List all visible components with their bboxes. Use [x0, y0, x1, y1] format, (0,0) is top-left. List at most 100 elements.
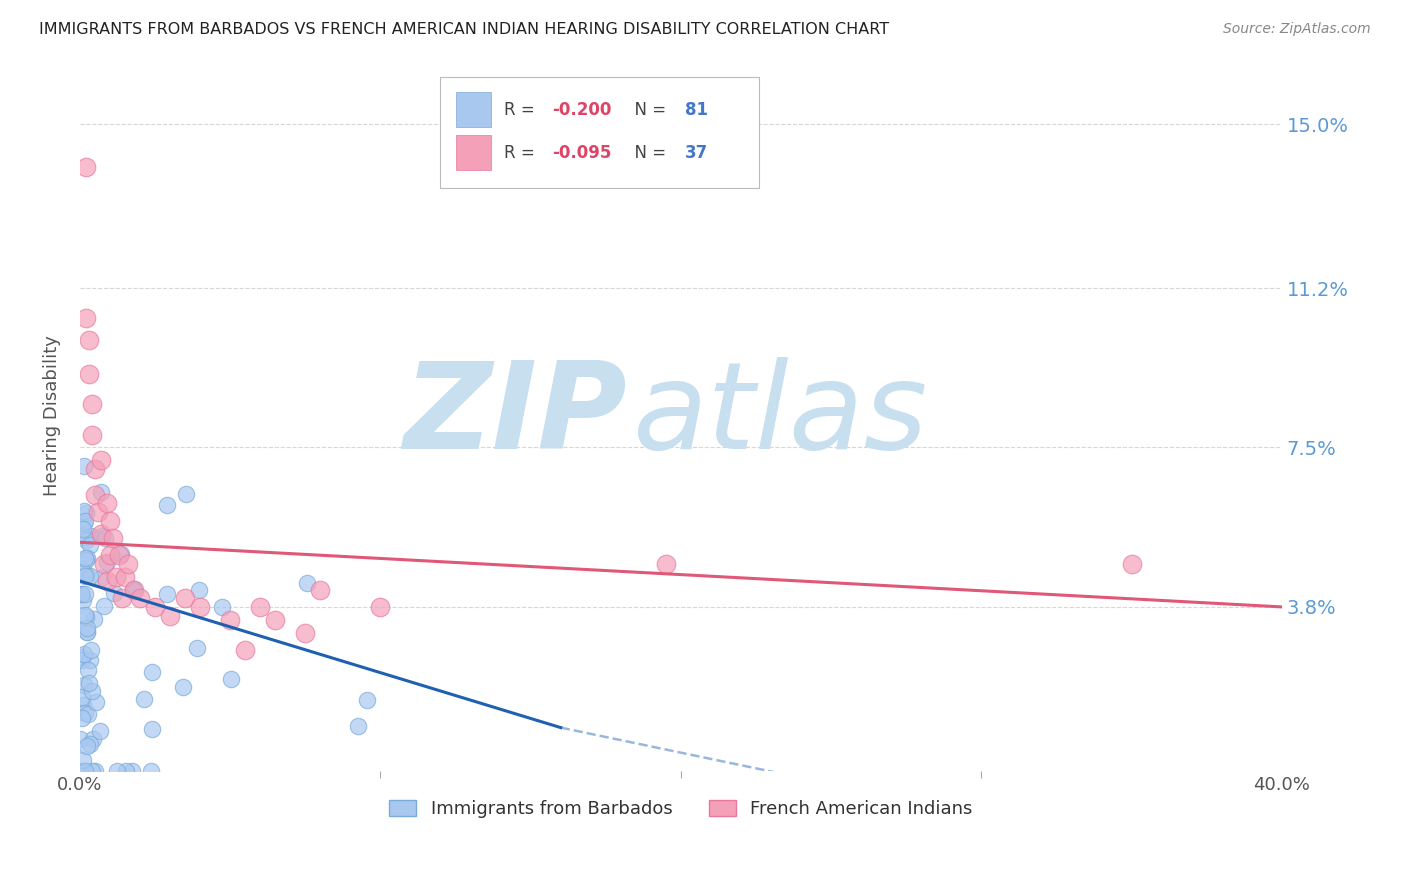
Point [249, 599, 271, 614]
Point [121, 764, 143, 778]
Point [83, 764, 105, 778]
Point [75, 311, 97, 326]
Point [94, 531, 117, 545]
Point [110, 547, 132, 561]
Point [69, 764, 91, 778]
Point [75, 553, 97, 567]
Y-axis label: Hearing Disability: Hearing Disability [44, 334, 60, 496]
Point [82, 764, 104, 778]
Point [141, 722, 163, 736]
Point [114, 570, 136, 584]
Point [75, 533, 97, 547]
Point [77, 707, 100, 722]
Text: Source: ZipAtlas.com: Source: ZipAtlas.com [1223, 22, 1371, 37]
Point [219, 672, 242, 686]
Point [83, 462, 105, 476]
Point [101, 531, 124, 545]
Point [356, 693, 378, 707]
Point [186, 641, 208, 656]
Point [72, 698, 94, 712]
Point [90, 529, 112, 543]
Point [1121, 557, 1143, 571]
Point [75, 506, 97, 520]
Point [139, 764, 162, 778]
Point [90, 485, 112, 500]
Point [82, 732, 104, 747]
Point [72, 753, 94, 767]
Point [370, 599, 392, 614]
Point [132, 691, 155, 706]
Point [75, 764, 97, 778]
Point [122, 582, 145, 597]
Point [89, 723, 111, 738]
Point [143, 599, 166, 614]
Point [70, 653, 93, 667]
Point [87, 505, 110, 519]
Point [75, 530, 97, 544]
Point [76, 624, 98, 639]
FancyBboxPatch shape [456, 92, 491, 128]
Point [83, 488, 105, 502]
Text: N =: N = [624, 144, 672, 161]
Point [98, 514, 121, 528]
Point [75, 706, 97, 720]
Point [90, 526, 112, 541]
Point [73, 608, 96, 623]
Point [70, 587, 93, 601]
Point [80, 427, 103, 442]
Point [80, 684, 103, 698]
Point [98, 548, 121, 562]
Text: 37: 37 [685, 144, 707, 161]
Point [76, 663, 98, 677]
Point [79, 569, 101, 583]
Point [80, 397, 103, 411]
Point [233, 643, 256, 657]
Point [122, 582, 145, 597]
Point [69, 527, 91, 541]
Point [211, 600, 233, 615]
Text: R =: R = [505, 101, 540, 120]
Point [90, 571, 112, 585]
Point [73, 569, 96, 583]
Point [96, 574, 118, 588]
Point [655, 557, 678, 571]
Point [76, 550, 98, 565]
Point [174, 591, 197, 606]
Point [69, 732, 91, 747]
Point [70, 690, 93, 705]
Text: -0.095: -0.095 [553, 144, 612, 161]
Point [73, 648, 96, 662]
Point [347, 719, 370, 733]
Point [114, 764, 136, 778]
Point [141, 665, 163, 680]
Point [309, 582, 332, 597]
Point [79, 653, 101, 667]
Point [77, 675, 100, 690]
Point [117, 557, 139, 571]
Point [105, 764, 128, 778]
Point [83, 612, 105, 626]
Point [73, 514, 96, 528]
Point [73, 678, 96, 692]
Point [84, 695, 107, 709]
Text: atlas: atlas [633, 357, 928, 474]
Point [104, 570, 127, 584]
Point [297, 575, 319, 590]
Text: 81: 81 [685, 101, 707, 120]
Point [172, 680, 194, 694]
Point [93, 557, 115, 571]
Point [72, 522, 94, 536]
Point [72, 565, 94, 579]
Point [122, 582, 145, 596]
Point [294, 625, 316, 640]
Point [129, 591, 152, 606]
Point [264, 613, 287, 627]
Point [73, 516, 96, 530]
Legend: Immigrants from Barbados, French American Indians: Immigrants from Barbados, French America… [382, 793, 980, 826]
Point [75, 610, 97, 624]
Point [219, 613, 242, 627]
FancyBboxPatch shape [440, 78, 759, 187]
Point [69, 650, 91, 665]
Point [79, 737, 101, 751]
Text: R =: R = [505, 144, 540, 161]
